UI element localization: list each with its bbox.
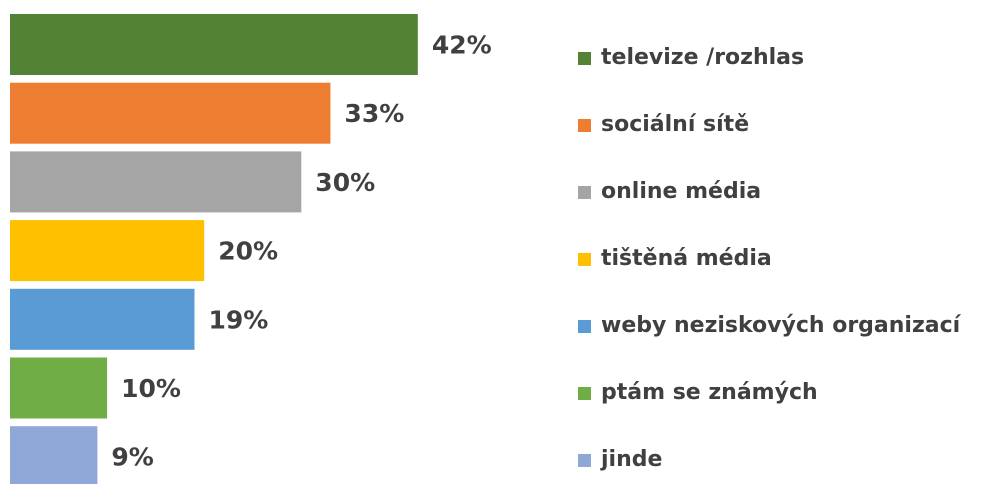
bar [10,288,195,350]
legend-label: weby neziskových organizací [601,313,962,338]
bar [10,151,302,213]
legend-label: jinde [600,447,662,472]
bar [10,220,205,282]
legend-label: televize /rozhlas [601,45,804,70]
legend-swatch [578,387,591,400]
legend-label: sociální sítě [601,112,749,137]
value-label: 10% [121,374,181,403]
legend-swatch [578,454,591,467]
bar [10,82,331,144]
value-label: 19% [208,305,268,334]
legend-label: ptám se známých [601,380,818,405]
legend-swatch [578,320,591,333]
legend-label: online média [601,179,761,204]
value-label: 33% [344,99,404,128]
legend-label: tištěná média [601,246,772,271]
bar [10,357,108,419]
value-label: 30% [315,168,375,197]
value-label: 9% [111,443,153,472]
legend-swatch [578,52,591,65]
legend-swatch [578,253,591,266]
value-label: 20% [218,237,278,266]
bar [10,426,98,484]
legend-swatch [578,119,591,132]
legend-swatch [578,186,591,199]
value-label: 42% [432,31,492,60]
bar [10,14,418,75]
